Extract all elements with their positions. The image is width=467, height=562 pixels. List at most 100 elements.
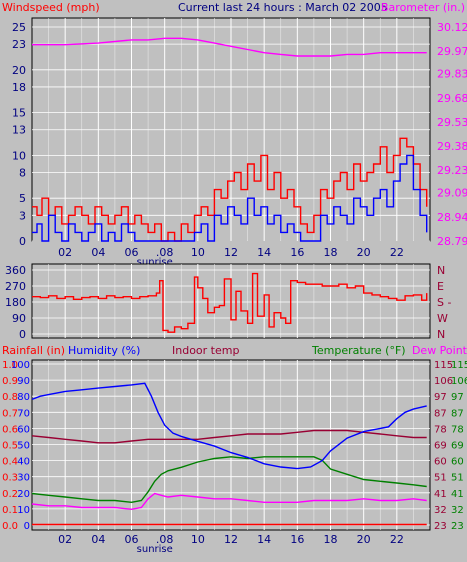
barometer-axis-title: Barometer (in.) bbox=[381, 1, 465, 14]
outdoor-temp-tick-label: 41 bbox=[451, 489, 464, 500]
wind-tick-label: 13 bbox=[12, 124, 26, 137]
direction-tick-label: 270 bbox=[5, 280, 26, 293]
outdoor-temp-tick-label: 97 bbox=[451, 392, 464, 403]
outdoor-temp-tick-label: 69 bbox=[451, 441, 464, 452]
outdoor-temp-tick-label: 115 bbox=[451, 360, 467, 371]
temperature-x-tick-label: 02 bbox=[58, 533, 72, 546]
wind-x-tick-label: 20 bbox=[357, 246, 371, 259]
temperature-axis-title: Temperature (°F) bbox=[311, 344, 406, 357]
temperature-x-tick-label: 20 bbox=[357, 533, 371, 546]
dew-point-series bbox=[31, 492, 427, 511]
humidity-tick-label: 90 bbox=[17, 376, 30, 387]
temperature-x-tick-label: 14 bbox=[257, 533, 271, 546]
humidity-tick-label: 40 bbox=[17, 457, 30, 468]
wind-tick-label: 0 bbox=[19, 235, 26, 248]
wind-speed-series bbox=[32, 154, 428, 242]
humidity-tick-label: 0 bbox=[24, 521, 30, 532]
indoor-temp-tick-label: 32 bbox=[434, 505, 447, 516]
rainfall-tick-label: 0.2 bbox=[2, 489, 18, 500]
rainfall-tick-label: 1.0 bbox=[2, 360, 18, 371]
barometer-tick-label: 30.12 bbox=[437, 21, 467, 34]
temperature-x-tick-label: 16 bbox=[290, 533, 304, 546]
wind-x-tick-label: 12 bbox=[224, 246, 238, 259]
compass-tick-label: E bbox=[437, 280, 444, 293]
humidity-series bbox=[31, 382, 427, 470]
direction-tick-label: 360 bbox=[5, 264, 26, 277]
wind-x-tick-label: 16 bbox=[290, 246, 304, 259]
humidity-tick-label: 70 bbox=[17, 408, 30, 419]
outdoor-temp-tick-label: 87 bbox=[451, 408, 464, 419]
wind-x-tick-label: 06 bbox=[125, 246, 139, 259]
wind-axis-title: Windspeed (mph) bbox=[2, 1, 100, 14]
rainfall-tick-label: 0.8 bbox=[2, 392, 18, 403]
direction-tick-label: 90 bbox=[12, 312, 26, 325]
indoor-temp-tick-label: 69 bbox=[434, 441, 447, 452]
compass-tick-label: S - bbox=[437, 296, 451, 309]
wind-tick-label: 10 bbox=[12, 149, 26, 162]
temperature-x-tick-label: 22 bbox=[390, 533, 404, 546]
indoor-temp-tick-label: 23 bbox=[434, 521, 447, 532]
indoor-temp-tick-label: 41 bbox=[434, 489, 447, 500]
outdoor-temp-tick-label: 60 bbox=[451, 457, 464, 468]
humidity-tick-label: 100 bbox=[11, 360, 30, 371]
wind-tick-label: 25 bbox=[12, 21, 26, 34]
wind-tick-label: 23 bbox=[12, 38, 26, 51]
rainfall-tick-label: 0.4 bbox=[2, 457, 18, 468]
indoor-temp-tick-label: 115 bbox=[434, 360, 453, 371]
outdoor-temp-tick-label: 51 bbox=[451, 473, 464, 484]
indoor-temp-tick-label: 106 bbox=[434, 376, 453, 387]
direction-tick-label: 0 bbox=[19, 328, 26, 341]
rainfall-tick-label: 0.6 bbox=[2, 424, 18, 435]
barometer-series bbox=[32, 37, 427, 57]
indoor-temp-tick-label: 87 bbox=[434, 408, 447, 419]
humidity-tick-label: 20 bbox=[17, 489, 30, 500]
compass-tick-label: N bbox=[437, 328, 445, 341]
temperature-series bbox=[31, 456, 427, 504]
barometer-tick-label: 29.09 bbox=[437, 187, 467, 200]
wind-direction-series bbox=[32, 272, 428, 333]
wind-tick-label: 20 bbox=[12, 64, 26, 77]
compass-tick-label: N bbox=[437, 264, 445, 277]
wind-x-tick-label: 14 bbox=[257, 246, 271, 259]
indoor-temp-tick-label: 60 bbox=[434, 457, 447, 468]
rainfall-tick-label: 0.3 bbox=[2, 473, 18, 484]
wind-tick-label: 8 bbox=[19, 167, 26, 180]
rainfall-tick-label: 0.0 bbox=[2, 521, 18, 532]
temperature-x-tick-label: .08 bbox=[156, 533, 174, 546]
compass-tick-label: W bbox=[437, 312, 448, 325]
wind-x-tick-label: 02 bbox=[58, 246, 72, 259]
temperature-x-tick-label: 06 bbox=[125, 533, 139, 546]
outdoor-temp-tick-label: 32 bbox=[451, 505, 464, 516]
dew-point-axis-title: Dew Point bbox=[412, 344, 467, 357]
humidity-tick-label: 50 bbox=[17, 441, 30, 452]
wind-x-tick-label: 10 bbox=[191, 246, 205, 259]
temperature-x-tick-label: 12 bbox=[224, 533, 238, 546]
humidity-tick-label: 80 bbox=[17, 392, 30, 403]
temperature-x-tick-label: 04 bbox=[91, 533, 105, 546]
wind-tick-label: 5 bbox=[19, 192, 26, 205]
wind-gust-series bbox=[32, 137, 428, 242]
outdoor-temp-tick-label: 106 bbox=[451, 376, 467, 387]
wind-x-tick-label: .08 bbox=[156, 246, 174, 259]
barometer-tick-label: 29.38 bbox=[437, 140, 467, 153]
indoor-temp-tick-label: 78 bbox=[434, 424, 447, 435]
humidity-axis-title: Humidity (%) bbox=[68, 344, 140, 357]
rainfall-tick-label: 0.7 bbox=[2, 408, 18, 419]
outdoor-temp-tick-label: 23 bbox=[451, 521, 464, 532]
humidity-tick-label: 30 bbox=[17, 473, 30, 484]
wind-tick-label: 18 bbox=[12, 81, 26, 94]
wind-x-tick-label: 04 bbox=[91, 246, 105, 259]
temperature-x-tick-label: 18 bbox=[324, 533, 338, 546]
humidity-tick-label: 10 bbox=[17, 505, 30, 516]
humidity-tick-label: 60 bbox=[17, 424, 30, 435]
wind-tick-label: 3 bbox=[19, 209, 26, 222]
wind-x-tick-label: 18 bbox=[324, 246, 338, 259]
direction-tick-label: 180 bbox=[5, 296, 26, 309]
wind-tick-label: 15 bbox=[12, 107, 26, 120]
rainfall-tick-label: 0.5 bbox=[2, 441, 18, 452]
indoor-temp-tick-label: 97 bbox=[434, 392, 447, 403]
barometer-tick-label: 29.83 bbox=[437, 68, 467, 81]
indoor-temp-tick-label: 51 bbox=[434, 473, 447, 484]
wind-chart-title: Current last 24 hours : March 02 2005 bbox=[178, 1, 388, 14]
